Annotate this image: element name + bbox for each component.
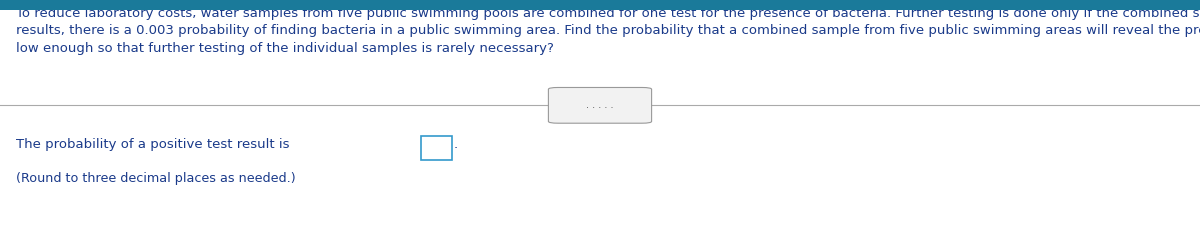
Text: . . . . .: . . . . . <box>587 100 613 110</box>
Text: (Round to three decimal places as needed.): (Round to three decimal places as needed… <box>16 172 295 185</box>
Text: The probability of a positive test result is: The probability of a positive test resul… <box>16 138 293 151</box>
Text: To reduce laboratory costs, water samples from five public swimming pools are co: To reduce laboratory costs, water sample… <box>16 7 1200 55</box>
Text: .: . <box>454 138 457 151</box>
Bar <box>0 0 1200 10</box>
FancyBboxPatch shape <box>421 136 452 160</box>
FancyBboxPatch shape <box>548 87 652 123</box>
